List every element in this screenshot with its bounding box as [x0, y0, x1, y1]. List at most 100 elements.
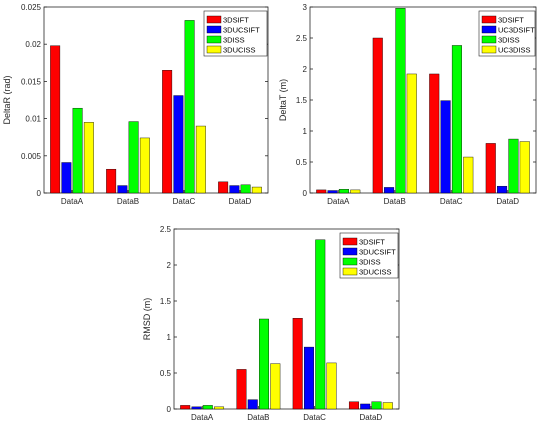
bar-3DISS-DataC: [184, 20, 195, 194]
y-tick-label: 2: [303, 65, 308, 74]
legend-label: 3DUCSIFT: [359, 248, 396, 257]
legend-label: UC3DSIFT: [498, 26, 535, 35]
x-tick-label: DataC: [303, 413, 326, 422]
bar-3DUCSIFT-DataB: [247, 399, 258, 410]
bar-3DISS-DataB: [128, 121, 139, 194]
bar-3DISS-DataC: [451, 45, 462, 194]
y-tick-label: 2.5: [296, 34, 308, 43]
legend-label: UC3DISS: [498, 46, 531, 55]
bar-3DUCISS-DataB: [139, 137, 150, 194]
bar-3DUCISS-DataA: [214, 406, 225, 410]
y-axis-label: DeltaR (rad): [2, 75, 12, 124]
bar-3DSIFT-DataB: [106, 168, 117, 194]
bar-UC3DSIFT-DataD: [497, 185, 508, 194]
bar-3DSIFT-DataC: [292, 318, 303, 410]
bar-3DUCISS-DataA: [83, 122, 94, 194]
y-tick-label: 0.025: [21, 3, 42, 12]
x-tick-label: DataB: [247, 413, 269, 422]
bar-3DISS-DataA: [338, 189, 349, 194]
bar-3DISS-DataC: [315, 239, 326, 410]
y-tick-label: 1: [303, 127, 308, 136]
bar-3DUCISS-DataC: [195, 125, 206, 194]
y-axis-label: RMSD (m): [142, 298, 152, 341]
legend-swatch-3DUCSIFT: [342, 247, 358, 256]
y-tick-label: 0: [167, 405, 172, 414]
y-tick-label: 1: [167, 333, 172, 342]
legend-swatch-3DSIFT: [481, 15, 497, 24]
bar-3DSIFT-DataB: [372, 37, 383, 194]
bar-3DUCSIFT-DataC: [173, 95, 184, 194]
chart-1: 0 0.005 0.01 0.015 0.02 0.025 DataA DataB DataC D…: [2, 3, 269, 206]
x-tick-label: DataD: [360, 413, 383, 422]
bar-3DISS-DataA: [72, 107, 83, 194]
x-tick-label: DataA: [327, 197, 350, 206]
x-tick-label: DataC: [440, 197, 463, 206]
bar-3DUCSIFT-DataD: [229, 185, 240, 194]
y-tick-label: 0.5: [296, 158, 308, 167]
bar-UC3DSIFT-DataB: [384, 187, 395, 194]
legend-swatch-3DSIFT: [206, 15, 222, 24]
bar-UC3DISS-DataB: [406, 73, 417, 194]
legend-label: 3DSIFT: [359, 238, 385, 247]
legend-label: 3DISS: [223, 36, 245, 45]
bar-3DUCISS-DataD: [251, 186, 262, 194]
x-tick-label: DataB: [117, 197, 139, 206]
legend-swatch-3DISS: [206, 35, 222, 44]
legend-swatch-3DSIFT: [342, 237, 358, 246]
y-tick-label: 1.5: [296, 96, 308, 105]
y-tick-label: 0.01: [25, 115, 41, 124]
y-tick-label: 2.5: [160, 225, 172, 234]
x-tick-label: DataA: [61, 197, 84, 206]
legend-label: 3DUCISS: [359, 268, 392, 277]
legend-swatch-3DUCISS: [206, 45, 222, 54]
legend-label: 3DSIFT: [498, 16, 524, 25]
bar-3DISS-DataD: [371, 401, 382, 410]
legend-swatch-UC3DISS: [481, 45, 497, 54]
x-tick-label: DataC: [173, 197, 196, 206]
x-tick-label: DataD: [496, 197, 519, 206]
bar-3DUCSIFT-DataC: [304, 346, 314, 410]
bar-3DSIFT-DataB: [236, 369, 247, 410]
y-tick-label: 0.015: [21, 77, 42, 86]
y-tick-label: 0.005: [21, 152, 42, 161]
y-tick-label: 3: [303, 3, 308, 12]
bar-3DSIFT-DataA: [180, 405, 191, 410]
legend-swatch-3DISS: [342, 257, 358, 266]
bar-3DUCISS-DataD: [382, 402, 393, 410]
bar-3DUCSIFT-DataA: [61, 162, 72, 194]
bar-UC3DSIFT-DataA: [327, 190, 338, 194]
bar-3DSIFT-DataA: [316, 189, 327, 194]
x-tick-label: DataA: [191, 413, 214, 422]
bar-3DISS-DataA: [202, 405, 213, 410]
bar-3DSIFT-DataA: [50, 45, 61, 194]
bar-3DISS-DataD: [240, 184, 251, 194]
legend-label: 3DSIFT: [223, 16, 249, 25]
y-tick-label: 1.5: [160, 297, 172, 306]
bar-3DSIFT-DataD: [485, 143, 496, 194]
legend-label: 3DUCSIFT: [223, 26, 260, 35]
x-tick-label: DataB: [384, 197, 406, 206]
legend-label: 3DISS: [498, 36, 520, 45]
y-tick-label: 0.5: [160, 369, 172, 378]
chart-2: 0 0.5 1 1.5 2 2.5 3 DataA DataB DataC DataD DeltaT …: [278, 3, 537, 206]
y-tick-label: 2: [167, 261, 172, 270]
bar-3DUCSIFT-DataA: [191, 406, 202, 410]
y-tick-label: 0.02: [25, 40, 41, 49]
bar-3DSIFT-DataC: [162, 70, 173, 194]
bar-UC3DISS-DataC: [463, 156, 474, 194]
y-tick-label: 0: [37, 189, 42, 198]
bar-3DSIFT-DataD: [218, 181, 229, 194]
bar-3DSIFT-DataC: [429, 73, 440, 194]
bar-UC3DSIFT-DataC: [440, 100, 451, 194]
bar-UC3DISS-DataD: [519, 141, 530, 194]
legend-swatch-3DUCISS: [342, 267, 358, 276]
legend-swatch-3DISS: [481, 35, 497, 44]
bar-UC3DISS-DataA: [350, 189, 361, 194]
legend-swatch-3DUCSIFT: [206, 25, 222, 34]
legend-label: 3DISS: [359, 258, 381, 267]
x-tick-label: DataD: [229, 197, 252, 206]
